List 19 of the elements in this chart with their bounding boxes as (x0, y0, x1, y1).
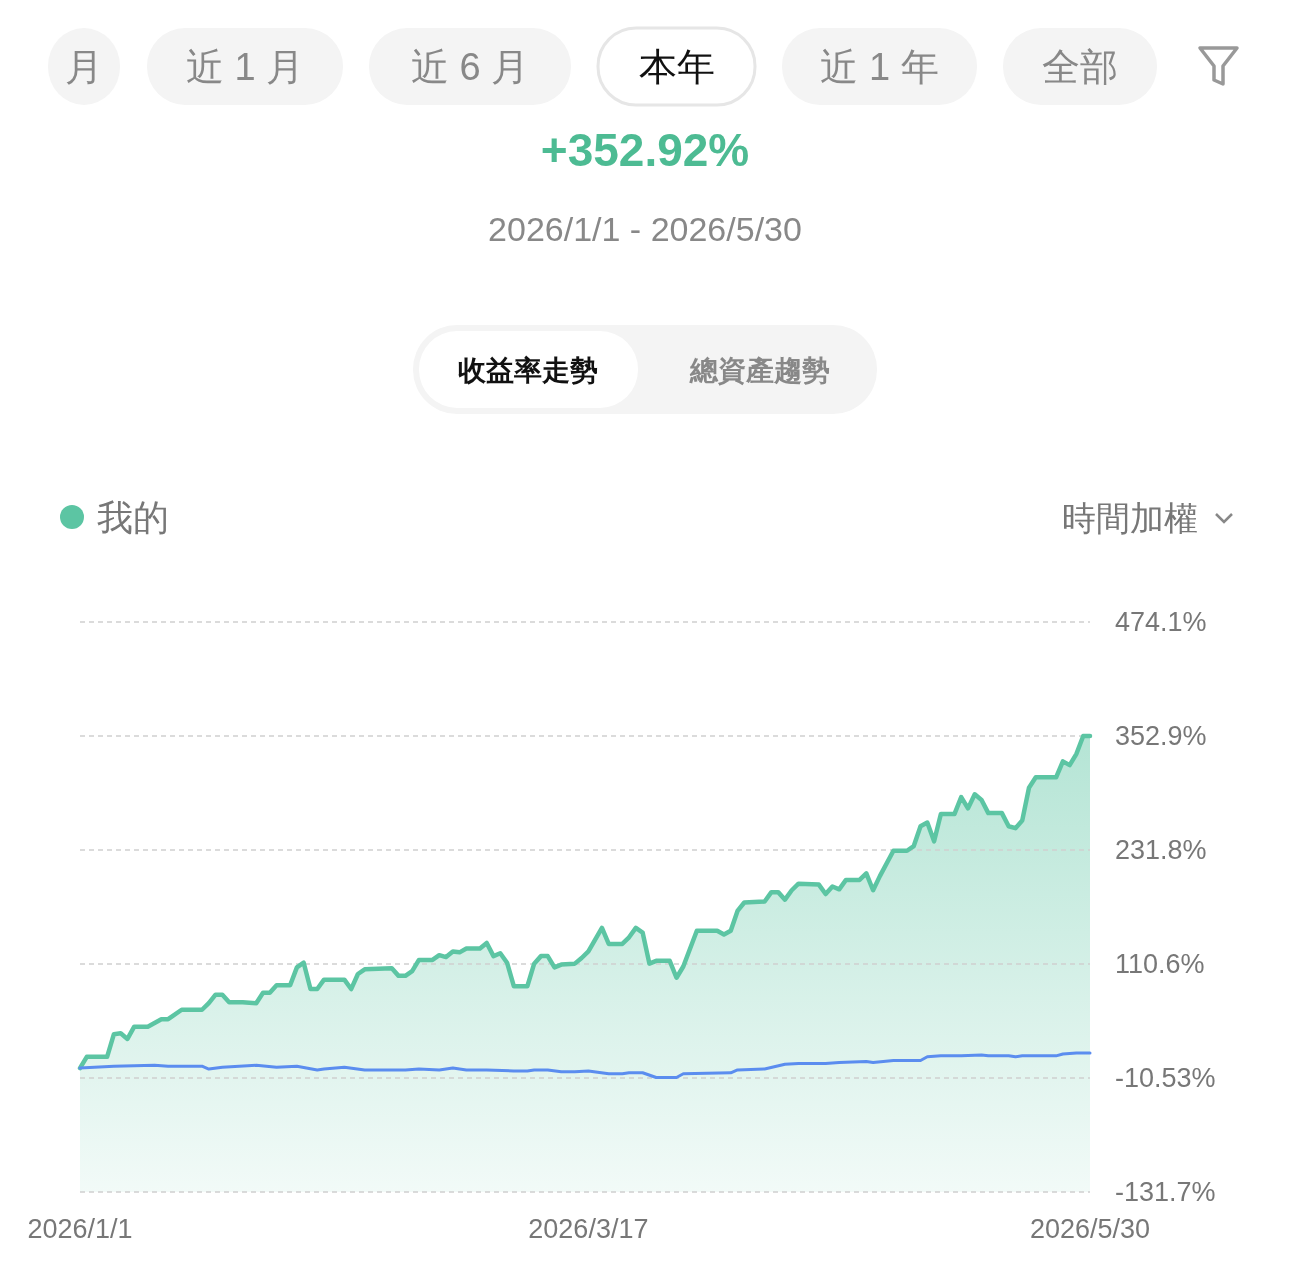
chart-title: +352.92% (540, 124, 750, 176)
y-tick-label: 474.1% (1115, 607, 1207, 637)
legend-label: 我的 (97, 497, 169, 538)
x-tick-label: 2026/3/17 (528, 1214, 649, 1244)
x-tick-label: 2026/1/1 (27, 1214, 133, 1244)
text: 時間加權 (1062, 499, 1198, 537)
y-tick-label: 231.8% (1115, 834, 1207, 865)
chart-subtitle: 2026/1/1 - 2026/5/30 (488, 210, 802, 248)
y-tick-label: 352.9% (1115, 721, 1207, 752)
x-tick-label: 2026/5/30 (1029, 1214, 1151, 1244)
y-tick-label: -10.53% (1115, 1062, 1216, 1093)
text: 總資產趨勢 (689, 355, 830, 386)
text: 收益率走勢 (458, 355, 598, 386)
y-tick-label: -131.7% (1115, 1177, 1216, 1207)
y-tick-label: 110.6% (1115, 949, 1205, 980)
tab: 近 1 年 (782, 28, 977, 105)
tab: 近 6 月 (369, 28, 571, 105)
tab: 近 1 月 (147, 28, 343, 105)
tab: 本年 (596, 26, 757, 107)
